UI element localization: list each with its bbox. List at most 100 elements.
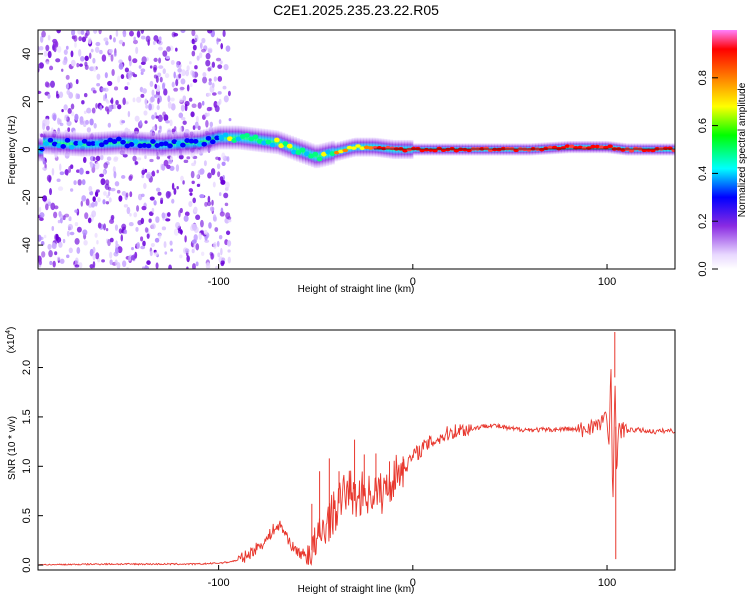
noise-speck — [156, 156, 161, 160]
noise-speck — [228, 117, 232, 122]
colorbar-gradient — [712, 30, 737, 269]
snr-ylabel: SNR (10 * v/v) — [7, 416, 18, 480]
noise-speck — [195, 261, 199, 267]
noise-speck — [199, 42, 203, 49]
ridge-point — [51, 141, 58, 147]
ridge-point — [603, 145, 609, 150]
noise-speck — [115, 99, 119, 106]
ridge-point — [43, 141, 49, 146]
noise-speck — [118, 59, 123, 64]
noise-speck — [39, 217, 44, 221]
noise-speck — [220, 247, 223, 256]
noise-speck — [219, 60, 223, 65]
noise-speck — [38, 90, 42, 94]
spectrogram-plot-area — [38, 30, 675, 269]
noise-speck — [182, 180, 185, 185]
noise-speck — [167, 95, 171, 103]
noise-speck — [110, 187, 116, 192]
noise-speck — [74, 222, 79, 227]
ridge-point — [231, 138, 237, 143]
noise-speck — [211, 92, 217, 96]
ridge-band-segment — [173, 131, 178, 156]
spectrogram-xtick-label: -100 — [208, 276, 230, 288]
noise-speck — [79, 167, 84, 175]
noise-speck — [145, 35, 151, 43]
ridge-point — [564, 144, 571, 148]
ridge-band-segment — [293, 136, 297, 161]
ridge-band-segment — [255, 127, 259, 152]
noise-speck — [59, 258, 65, 264]
noise-speck — [185, 69, 190, 77]
noise-speck — [178, 73, 182, 79]
noise-speck — [43, 234, 47, 239]
noise-speck — [58, 241, 63, 248]
noise-speck — [198, 52, 203, 59]
noise-speck — [92, 196, 96, 203]
noise-speck — [110, 54, 114, 62]
ridge-band-segment — [63, 131, 67, 156]
noise-speck — [196, 55, 200, 61]
noise-speck — [98, 30, 102, 35]
noise-speck — [151, 89, 155, 97]
noise-speck — [90, 161, 93, 169]
noise-speck — [54, 233, 59, 242]
noise-speck — [128, 55, 132, 62]
noise-speck — [106, 194, 110, 199]
noise-speck — [52, 41, 58, 47]
noise-speck — [77, 179, 82, 186]
ridge-band-segment — [316, 144, 321, 169]
noise-speck — [41, 30, 46, 38]
spectrogram-xlabel: Height of straight line (km) — [298, 284, 415, 295]
noise-speck — [140, 193, 145, 198]
noise-speck — [108, 219, 115, 224]
noise-speck — [57, 117, 61, 125]
noise-speck — [65, 74, 70, 80]
noise-speck — [74, 209, 78, 213]
noise-speck — [95, 252, 100, 260]
noise-speck — [194, 121, 199, 129]
noise-speck — [53, 211, 58, 219]
snr-xtick-label: 0 — [410, 577, 416, 589]
noise-speck — [56, 30, 61, 34]
noise-speck — [155, 187, 161, 192]
noise-speck — [113, 171, 117, 179]
noise-speck — [38, 259, 42, 266]
ridge-point — [419, 148, 425, 153]
noise-speck — [169, 119, 173, 127]
noise-speck — [219, 211, 225, 217]
colorbar-tick-label: 0.6 — [697, 118, 709, 133]
noise-speck — [128, 222, 134, 227]
noise-speck — [208, 222, 212, 229]
noise-speck — [96, 73, 101, 80]
noise-speck — [93, 30, 98, 34]
noise-speck — [89, 190, 94, 196]
noise-speck — [80, 200, 83, 207]
noise-speck — [218, 157, 221, 161]
noise-speck — [63, 49, 68, 55]
noise-speck — [67, 108, 72, 114]
ridge-point — [47, 137, 54, 143]
noise-speck — [57, 186, 64, 191]
noise-speck — [74, 113, 79, 121]
noise-speck — [73, 35, 78, 42]
ridge-point — [235, 136, 242, 142]
noise-speck — [175, 221, 181, 229]
noise-speck — [66, 120, 72, 127]
noise-speck — [164, 251, 168, 255]
noise-speck — [67, 223, 73, 231]
noise-speck — [68, 247, 73, 254]
noise-speck — [113, 52, 117, 57]
noise-speck — [171, 81, 175, 88]
ridge-band-segment — [345, 139, 350, 159]
noise-speck — [152, 40, 156, 46]
noise-speck — [211, 199, 214, 206]
noise-speck — [102, 170, 106, 175]
noise-speck — [134, 161, 139, 165]
noise-speck — [103, 37, 109, 42]
ridge-band-segment — [275, 130, 280, 155]
noise-speck — [51, 226, 55, 232]
noise-speck — [59, 122, 64, 127]
noise-speck — [118, 63, 124, 70]
noise-speck — [199, 194, 205, 199]
noise-speck — [209, 206, 215, 212]
